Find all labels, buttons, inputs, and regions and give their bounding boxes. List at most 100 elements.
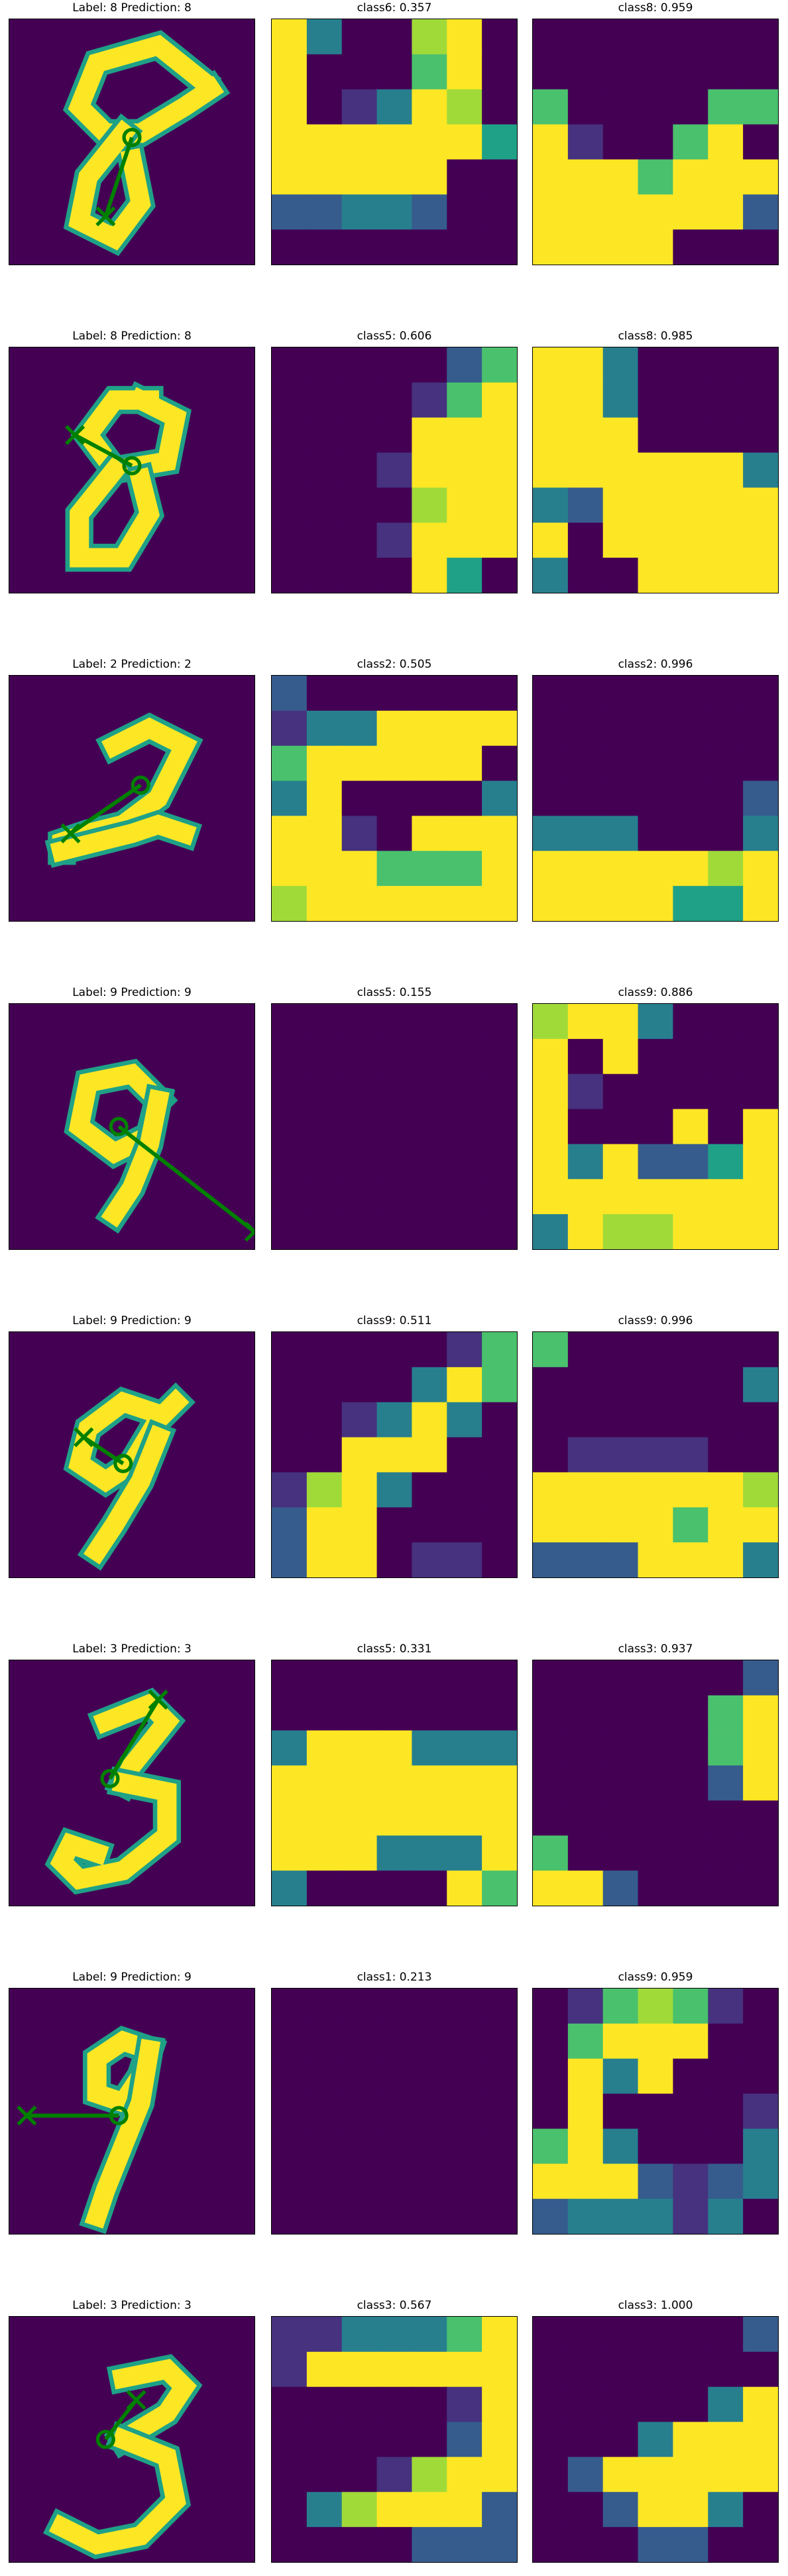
heatmap-panel: class1: 0.213	[271, 1969, 518, 2235]
plot-area	[271, 1331, 518, 1578]
heatmap-cell	[708, 1730, 744, 1766]
heatmap-cell	[602, 124, 639, 160]
heatmap-cell	[602, 194, 639, 231]
heatmap-cell	[743, 487, 778, 524]
heatmap-cell	[602, 2386, 639, 2423]
cross-marker	[148, 1689, 168, 1710]
heatmap-cell	[533, 1472, 569, 1508]
heatmap-cell	[306, 1179, 343, 1215]
heatmap-cell	[743, 2164, 778, 2200]
heatmap-cell	[482, 124, 517, 160]
heatmap-cell	[376, 1542, 413, 1577]
heatmap-cell	[341, 1402, 378, 1438]
heatmap-cell	[602, 2457, 639, 2493]
heatmap-cell	[341, 886, 378, 921]
heatmap-cell	[673, 1695, 709, 1731]
heatmap-cell	[447, 1038, 483, 1075]
heatmap-cell	[602, 1660, 639, 1696]
plot-area	[532, 19, 779, 265]
heatmap-cell	[412, 2199, 448, 2234]
heatmap-cell	[602, 1765, 639, 1802]
digit-stroke	[83, 1424, 171, 1565]
heatmap-cell	[272, 1402, 308, 1438]
heatmap-cell	[567, 2023, 604, 2059]
heatmap-cell	[376, 1507, 413, 1544]
heatmap-cell	[447, 124, 483, 160]
heatmap-cell	[708, 1214, 744, 1249]
heatmap-cell	[272, 1004, 308, 1040]
heatmap-cell	[447, 1073, 483, 1110]
heatmap-cell	[306, 2058, 343, 2095]
heatmap-cell	[447, 1004, 483, 1040]
heatmap-cell	[708, 1835, 744, 1872]
heatmap-cell	[412, 851, 448, 887]
heatmap-cell	[482, 1871, 517, 1906]
heatmap-cell	[412, 159, 448, 196]
heatmap-cell	[638, 54, 674, 90]
heatmap-cell	[602, 2023, 639, 2059]
heatmap-cell	[482, 2492, 517, 2528]
heatmap-cell	[272, 2386, 308, 2423]
digit-stroke	[109, 2359, 197, 2453]
heatmap-cell	[602, 2058, 639, 2095]
heatmap-cell	[602, 710, 639, 747]
heatmap-cell	[602, 2351, 639, 2388]
panel-title: Label: 3 Prediction: 3	[72, 2299, 192, 2312]
heatmap-cell	[376, 1367, 413, 1403]
heatmap-cell	[743, 1073, 778, 1110]
heatmap-cell	[376, 487, 413, 524]
heatmap-cell	[306, 2164, 343, 2200]
heatmap-cell	[533, 1871, 569, 1906]
heatmap-cell	[743, 1038, 778, 1075]
heatmap-cell	[341, 2023, 378, 2059]
heatmap-cell	[341, 1109, 378, 1145]
heatmap-cell	[447, 2093, 483, 2130]
heatmap-cell	[412, 417, 448, 454]
heatmap-cell	[412, 1367, 448, 1403]
plot-area	[532, 347, 779, 593]
heatmap-cell	[743, 54, 778, 90]
heatmap-cell	[533, 229, 569, 265]
heatmap-cell	[412, 1402, 448, 1438]
heatmap-cell	[708, 2386, 744, 2423]
plot-area	[271, 1988, 518, 2235]
heatmap-cell	[272, 1730, 308, 1766]
heatmap-cell	[743, 1004, 778, 1040]
heatmap-cell	[638, 1730, 674, 1766]
heatmap-panel: class8: 0.985	[532, 328, 779, 593]
heatmap-cell	[708, 816, 744, 852]
heatmap-cell	[376, 1038, 413, 1075]
heatmap-cell	[272, 1542, 308, 1577]
heatmap-cell	[533, 1144, 569, 1180]
heatmap-cell	[376, 194, 413, 231]
heatmap-cell	[708, 2527, 744, 2562]
heatmap-cell	[567, 54, 604, 90]
heatmap-cell	[482, 1989, 517, 2024]
heatmap-cell	[482, 1835, 517, 1872]
heatmap-cell	[482, 2164, 517, 2200]
heatmap-cell	[743, 1179, 778, 1215]
heatmap-cell	[743, 1367, 778, 1403]
heatmap-cell	[482, 2023, 517, 2059]
heatmap-cell	[412, 2093, 448, 2130]
heatmap-cell	[306, 19, 343, 55]
heatmap-cell	[533, 2527, 569, 2562]
heatmap-cell	[602, 2527, 639, 2562]
heatmap-cell	[482, 1004, 517, 1040]
heatmap-cell	[638, 1871, 674, 1906]
heatmap-cell	[447, 1800, 483, 1837]
figure-row: Label: 9 Prediction: 9 class5: 0.155 class…	[0, 985, 788, 1263]
heatmap-cell	[708, 2093, 744, 2130]
heatmap-cell	[482, 1332, 517, 1368]
heatmap-cell	[376, 1660, 413, 1696]
heatmap-cell	[708, 2492, 744, 2528]
heatmap-cell	[482, 2386, 517, 2423]
heatmap-cell	[567, 2492, 604, 2528]
heatmap-cell	[341, 1437, 378, 1473]
heatmap-cell	[341, 229, 378, 265]
heatmap-cell	[341, 2199, 378, 2234]
heatmap-cell	[567, 2128, 604, 2165]
heatmap-cell	[708, 522, 744, 559]
heatmap-cell	[673, 851, 709, 887]
figure-row: Label: 3 Prediction: 3 class3: 0.567 class…	[0, 2298, 788, 2576]
